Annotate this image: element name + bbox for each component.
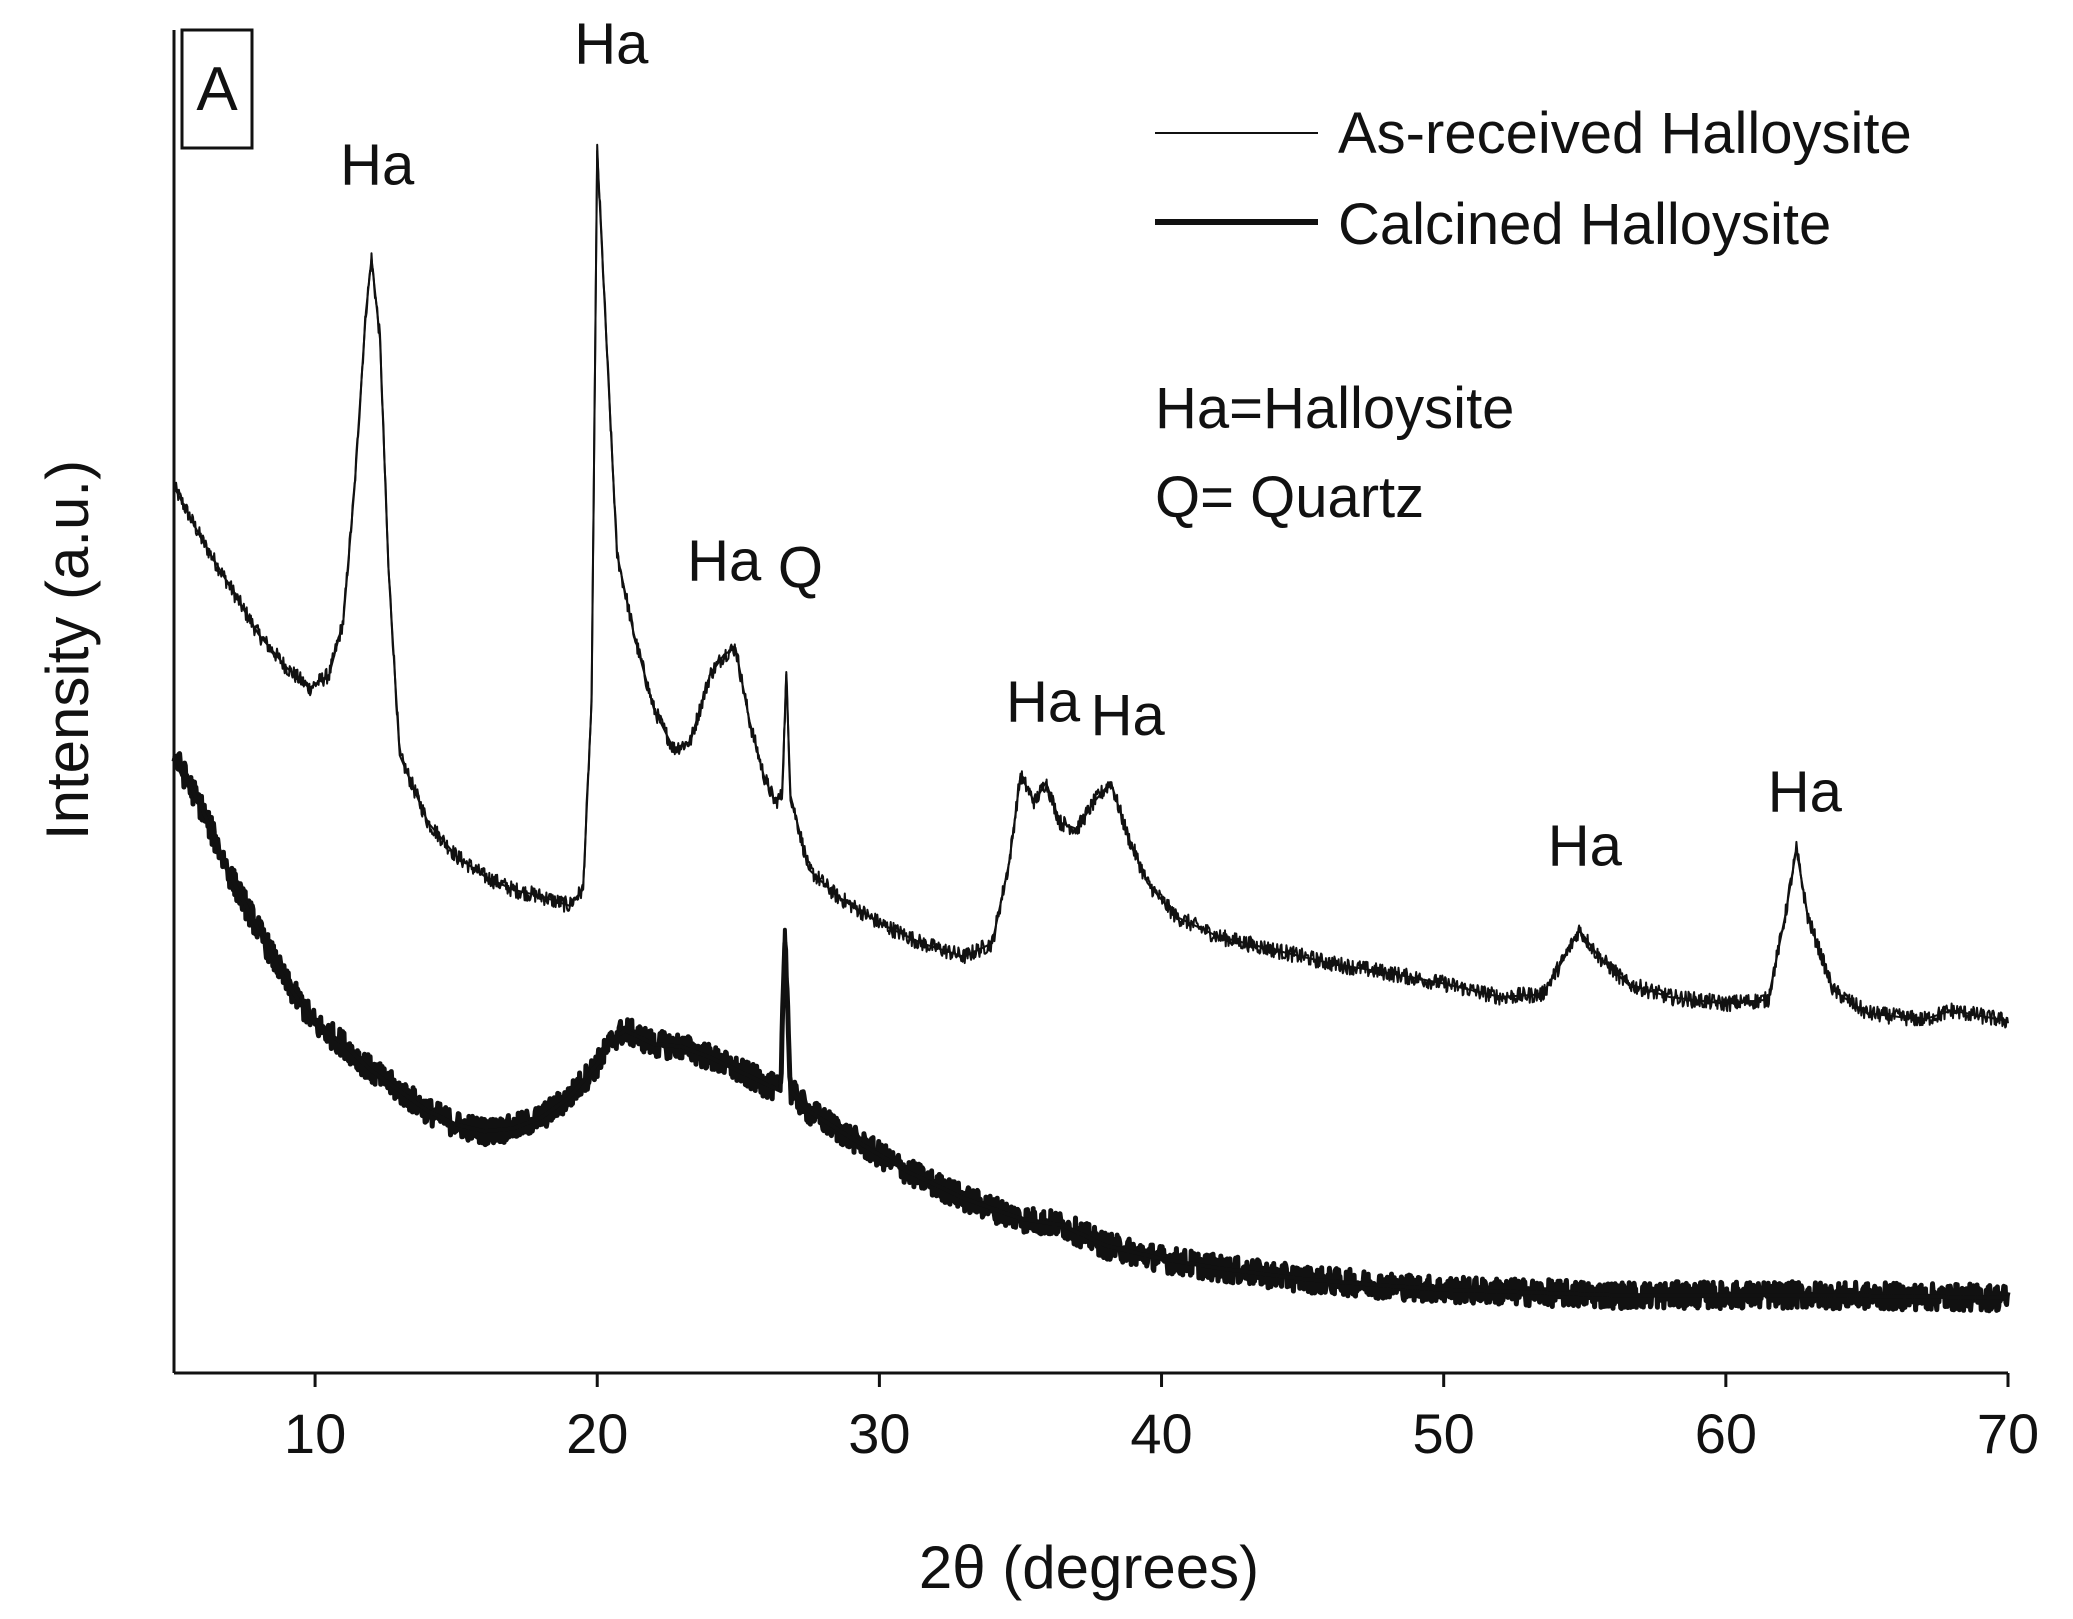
peak-label-1: Ha bbox=[574, 12, 649, 77]
panel-label-box bbox=[180, 28, 254, 150]
peak-label-5: Ha bbox=[1091, 683, 1166, 748]
x-tick-label-30: 30 bbox=[848, 1402, 910, 1465]
peak-label-6: Ha bbox=[1548, 813, 1623, 878]
x-tick-label-60: 60 bbox=[1695, 1402, 1757, 1465]
key-note-quartz: Q= Quartz bbox=[1155, 465, 1424, 530]
panel-label: A bbox=[196, 55, 238, 124]
x-tick-label-40: 40 bbox=[1130, 1402, 1192, 1465]
peak-label-0: Ha bbox=[340, 132, 415, 197]
legend-label-as-received: As-received Halloysite bbox=[1338, 101, 1912, 166]
x-tick-label-10: 10 bbox=[284, 1402, 346, 1465]
series-envelope-as-received bbox=[173, 149, 2009, 1023]
legend-label-calcined: Calcined Halloysite bbox=[1338, 192, 1831, 257]
x-axis-ticks: 10 20 30 40 50 60 70 bbox=[284, 1373, 2039, 1465]
series-line-calcined bbox=[171, 751, 2011, 1314]
peak-label-2: Ha bbox=[687, 529, 762, 594]
x-axis-title: 2θ (degrees) bbox=[919, 1534, 1259, 1601]
key-note-halloysite: Ha=Halloysite bbox=[1155, 376, 1514, 441]
y-axis-title: Intensity (a.u.) bbox=[34, 460, 101, 840]
series-envelope-calcined bbox=[172, 754, 2009, 1300]
series-layer bbox=[171, 143, 2011, 1314]
peak-label-3: Q bbox=[778, 535, 823, 600]
series-line-as-received bbox=[173, 143, 2009, 1029]
legend: As-received Halloysite Calcined Halloysi… bbox=[1155, 101, 1912, 257]
peak-label-4: Ha bbox=[1006, 670, 1081, 735]
x-tick-label-50: 50 bbox=[1413, 1402, 1475, 1465]
x-tick-label-20: 20 bbox=[566, 1402, 628, 1465]
peak-label-7: Ha bbox=[1768, 760, 1843, 825]
x-tick-label-70: 70 bbox=[1977, 1402, 2039, 1465]
